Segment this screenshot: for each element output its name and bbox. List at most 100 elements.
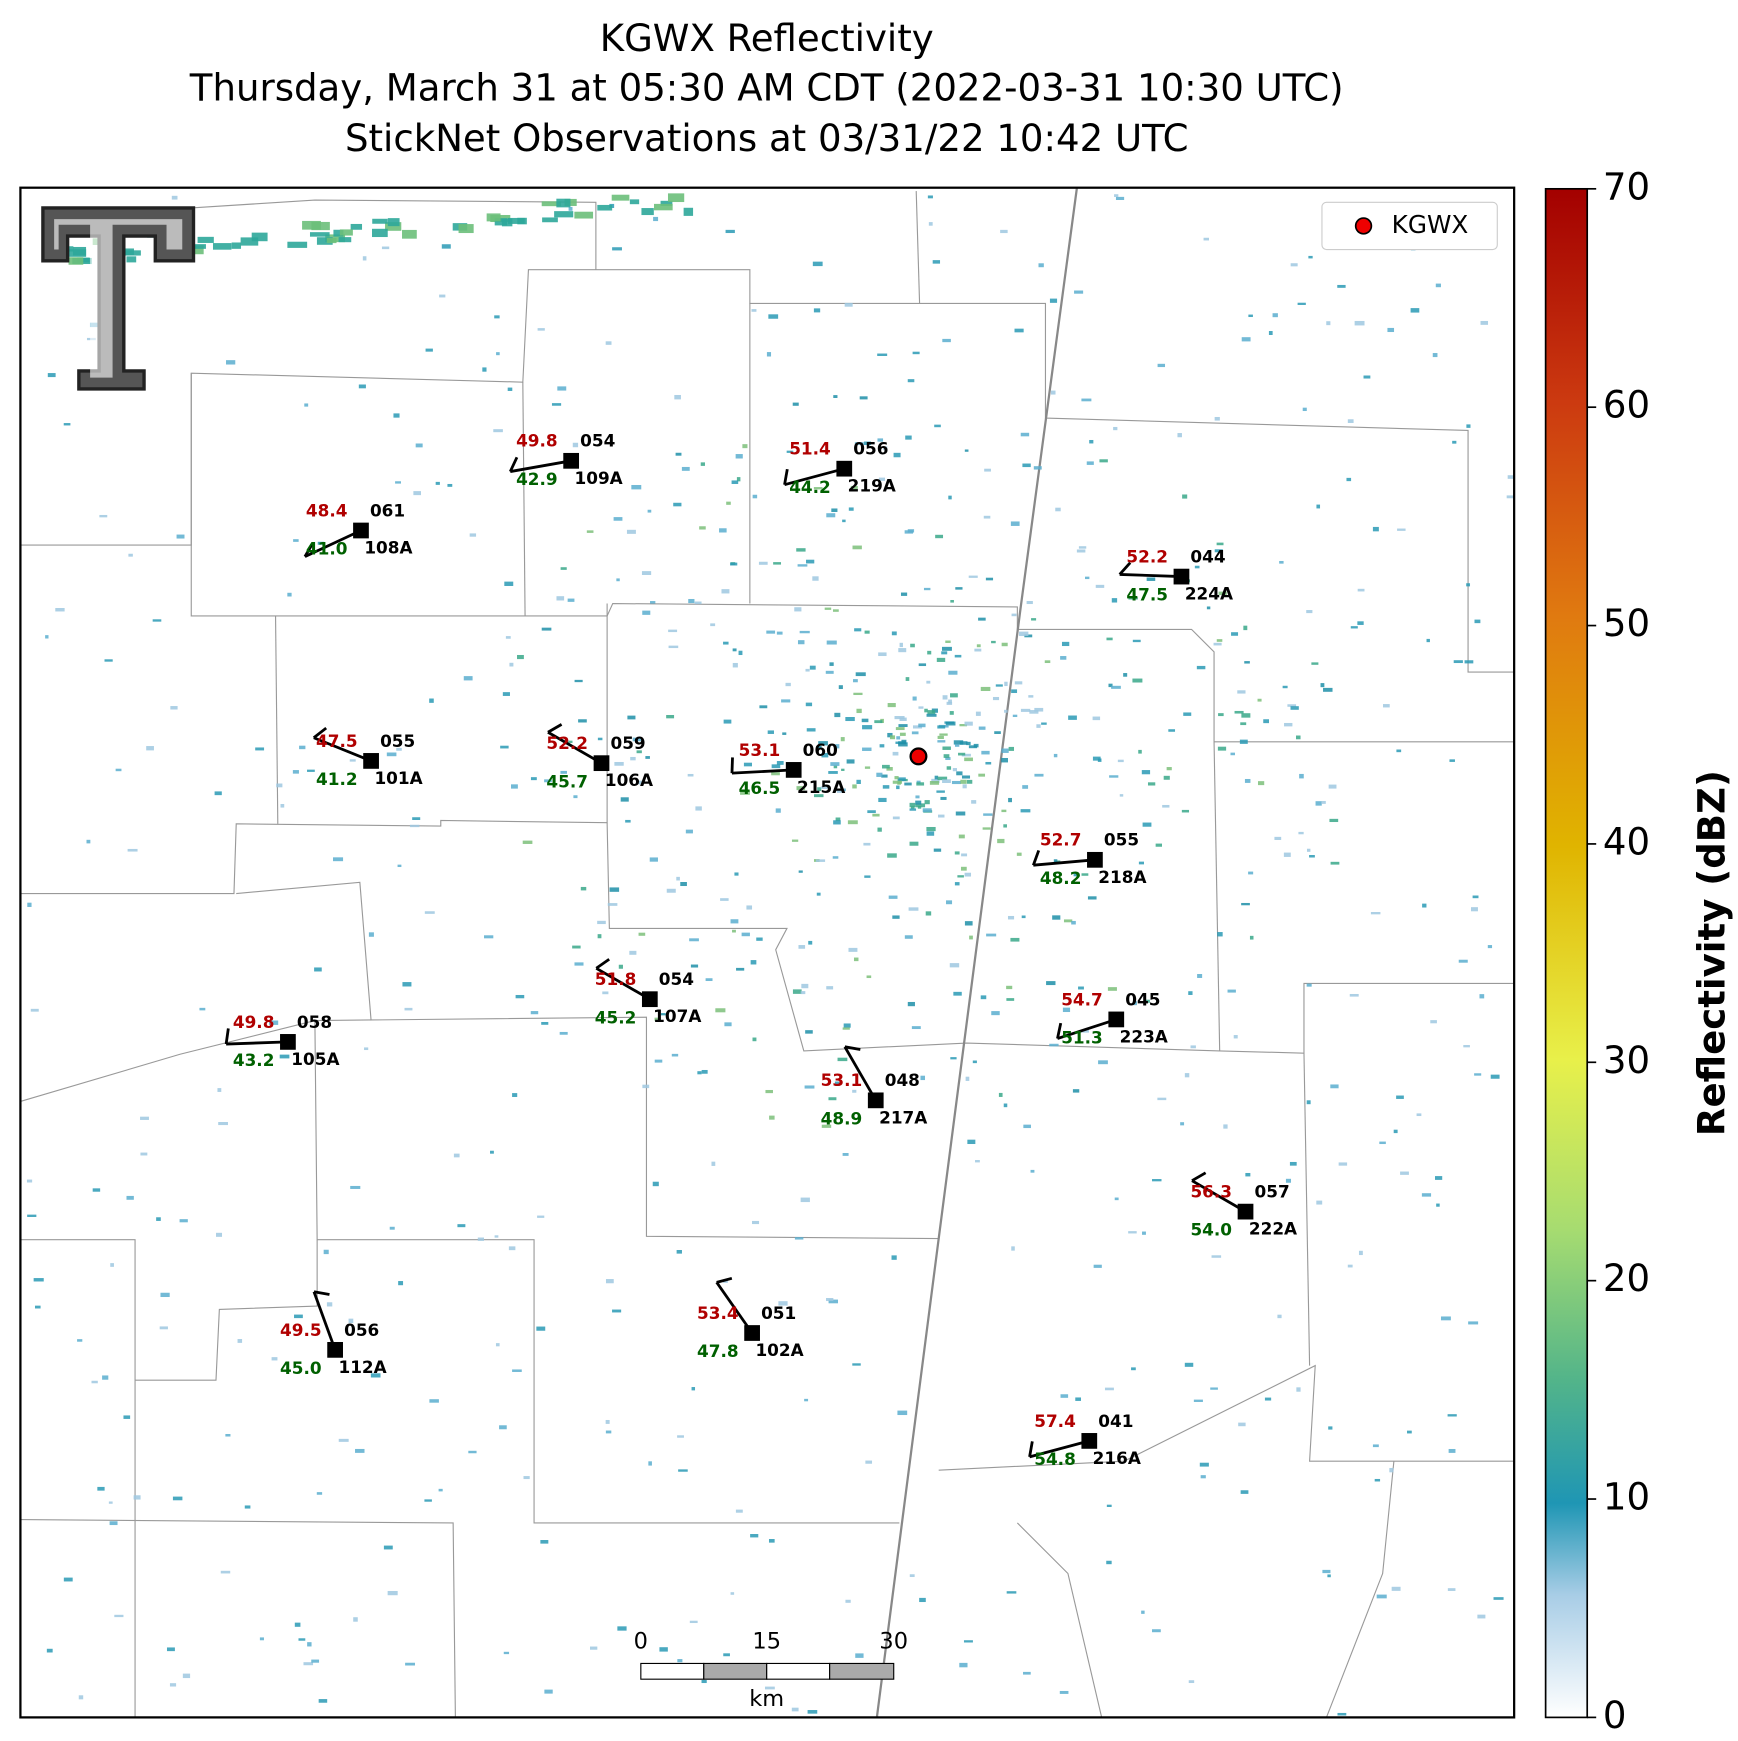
scale-label: 0 [634,1629,648,1655]
legend-marker [1354,217,1373,235]
radar-pixel [730,562,738,566]
radar-pixel [1470,907,1478,912]
radar-pixel [1257,698,1262,702]
radar-pixel [912,725,923,729]
radar-pixel [1004,681,1008,687]
radar-pixel [1217,746,1227,751]
radar-pixel [1184,1362,1194,1367]
radar-pixel [1008,746,1015,751]
radar-pixel [1330,861,1340,865]
radar-pixel [1184,1073,1190,1078]
radar-pixel [490,1150,494,1154]
radar-pixel [946,766,952,770]
radar-pixel [307,769,315,772]
radar-pixel [743,762,752,767]
radar-pixel [832,609,839,612]
radar-pixel [654,1017,661,1021]
radar-pixel [1241,337,1251,342]
wind-barb [595,967,651,1001]
radar-pixel [1245,1172,1251,1177]
radar-pixel [218,1122,228,1126]
radar-pixel [1299,773,1304,779]
wind-barb [510,459,572,473]
radar-pixel [1347,1264,1353,1268]
radar-pixel [816,892,821,896]
radar-pixel [1011,689,1018,694]
radar-pixel [1011,613,1017,617]
radar-pixel [303,1662,314,1666]
radar-pixel [323,1249,329,1255]
radar-pixel [541,201,561,207]
wind-barb-flag [312,726,328,739]
radar-pixel [27,1214,37,1217]
radar-pixel [1282,685,1288,689]
radar-pixel [220,1570,231,1574]
plot-frame [19,186,1516,1719]
radar-pixel [1238,1422,1246,1427]
radar-pixel [910,806,915,809]
radar-pixel [612,247,622,251]
radar-pixel [469,533,477,537]
radar-pixel [317,541,325,545]
radar-pixel [1241,713,1251,718]
radar-pixel [1430,1020,1437,1024]
radar-pixel [251,232,268,242]
radar-pixel [1206,606,1211,610]
radar-pixel [611,194,630,201]
radar-pixel [1063,919,1073,923]
radar-pixel [1022,785,1029,789]
radar-pixel [1487,945,1493,949]
radar-pixel [1396,1095,1404,1099]
radar-pixel [887,703,896,708]
radar-pixel [846,759,855,764]
radar-pixel [1004,709,1008,713]
radar-pixel [854,442,864,445]
radar-pixel [1106,1560,1112,1565]
radar-pixel [1073,873,1079,877]
radar-pixel [974,648,982,652]
station-id: 101A [374,768,422,788]
radar-pixel [948,670,958,675]
radar-pixel [1274,836,1282,840]
radar-pixel [559,1031,568,1035]
radar-pixel [798,870,803,873]
radar-pixel [1001,809,1007,813]
radar-pixel [225,1433,231,1437]
radar-pixel [387,1590,398,1596]
radar-pixel [1132,639,1141,643]
radar-pixel [925,911,932,916]
radar-pixel [530,1011,539,1015]
radar-pixel [735,454,743,459]
radar-pixel [590,1646,598,1650]
radar-pixel [1240,722,1247,726]
wind-barb-flag [303,542,315,558]
radar-pixel [1085,576,1090,580]
radar-pixel [980,995,987,1000]
wind-barb [226,1040,288,1046]
radar-pixel [507,217,525,224]
radar-pixel [1216,542,1224,546]
radar-pixel [936,790,945,793]
radar-pixel [1223,1124,1228,1129]
radar-pixel [645,756,650,759]
radar-pixel [544,779,552,783]
wind-barb-flag [224,1028,230,1045]
radar-pixel [226,360,236,365]
radar-pixel [1081,873,1089,876]
radar-pixel [1199,1462,1209,1467]
radar-pixel [1060,656,1067,660]
radar-pixel [1074,290,1084,294]
radar-pixel [878,797,887,803]
radar-pixel [797,564,808,567]
radar-pixel [1244,661,1250,664]
radar-pixel [786,450,794,453]
radar-pixel [877,827,882,832]
radar-pixel [836,788,846,792]
radar-pixel [683,207,694,216]
radar-pixel [560,567,567,570]
dewpoint: 48.9 [821,1108,863,1128]
radar-pixel [580,886,587,891]
scale-unit: km [749,1686,784,1712]
radar-pixel [1493,1597,1504,1600]
radar-pixel [311,1659,320,1663]
